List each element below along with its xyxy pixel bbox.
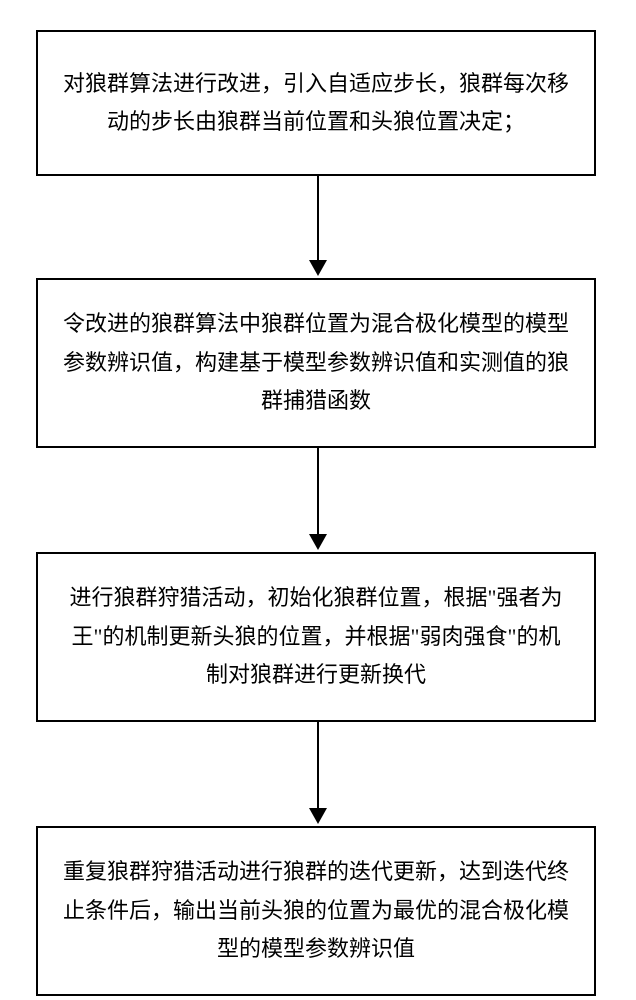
flowchart-canvas: 对狼群算法进行改进，引入自适应步长，狼群每次移动的步长由狼群当前位置和头狼位置决…	[0, 0, 636, 1000]
flowchart-arrow-3-line	[317, 722, 319, 808]
flowchart-node-4-text: 重复狼群狩猎活动进行狼群的迭代更新，达到迭代终止条件后，输出当前头狼的位置为最优…	[62, 853, 570, 969]
flowchart-node-1: 对狼群算法进行改进，引入自适应步长，狼群每次移动的步长由狼群当前位置和头狼位置决…	[36, 30, 596, 176]
flowchart-node-3-text: 进行狼群狩猎活动，初始化狼群位置，根据"强者为王"的机制更新头狼的位置，并根据"…	[62, 579, 570, 695]
flowchart-node-2-text: 令改进的狼群算法中狼群位置为混合极化模型的模型参数辨识值，构建基于模型参数辨识值…	[62, 305, 570, 421]
flowchart-node-1-text: 对狼群算法进行改进，引入自适应步长，狼群每次移动的步长由狼群当前位置和头狼位置决…	[62, 65, 570, 142]
flowchart-node-3: 进行狼群狩猎活动，初始化狼群位置，根据"强者为王"的机制更新头狼的位置，并根据"…	[36, 552, 596, 722]
flowchart-arrow-3-head	[309, 808, 327, 824]
flowchart-arrow-1-head	[309, 260, 327, 276]
flowchart-arrow-2-line	[317, 448, 319, 534]
flowchart-node-2: 令改进的狼群算法中狼群位置为混合极化模型的模型参数辨识值，构建基于模型参数辨识值…	[36, 278, 596, 448]
flowchart-arrow-1-line	[317, 176, 319, 260]
flowchart-arrow-2-head	[309, 534, 327, 550]
flowchart-node-4: 重复狼群狩猎活动进行狼群的迭代更新，达到迭代终止条件后，输出当前头狼的位置为最优…	[36, 826, 596, 996]
